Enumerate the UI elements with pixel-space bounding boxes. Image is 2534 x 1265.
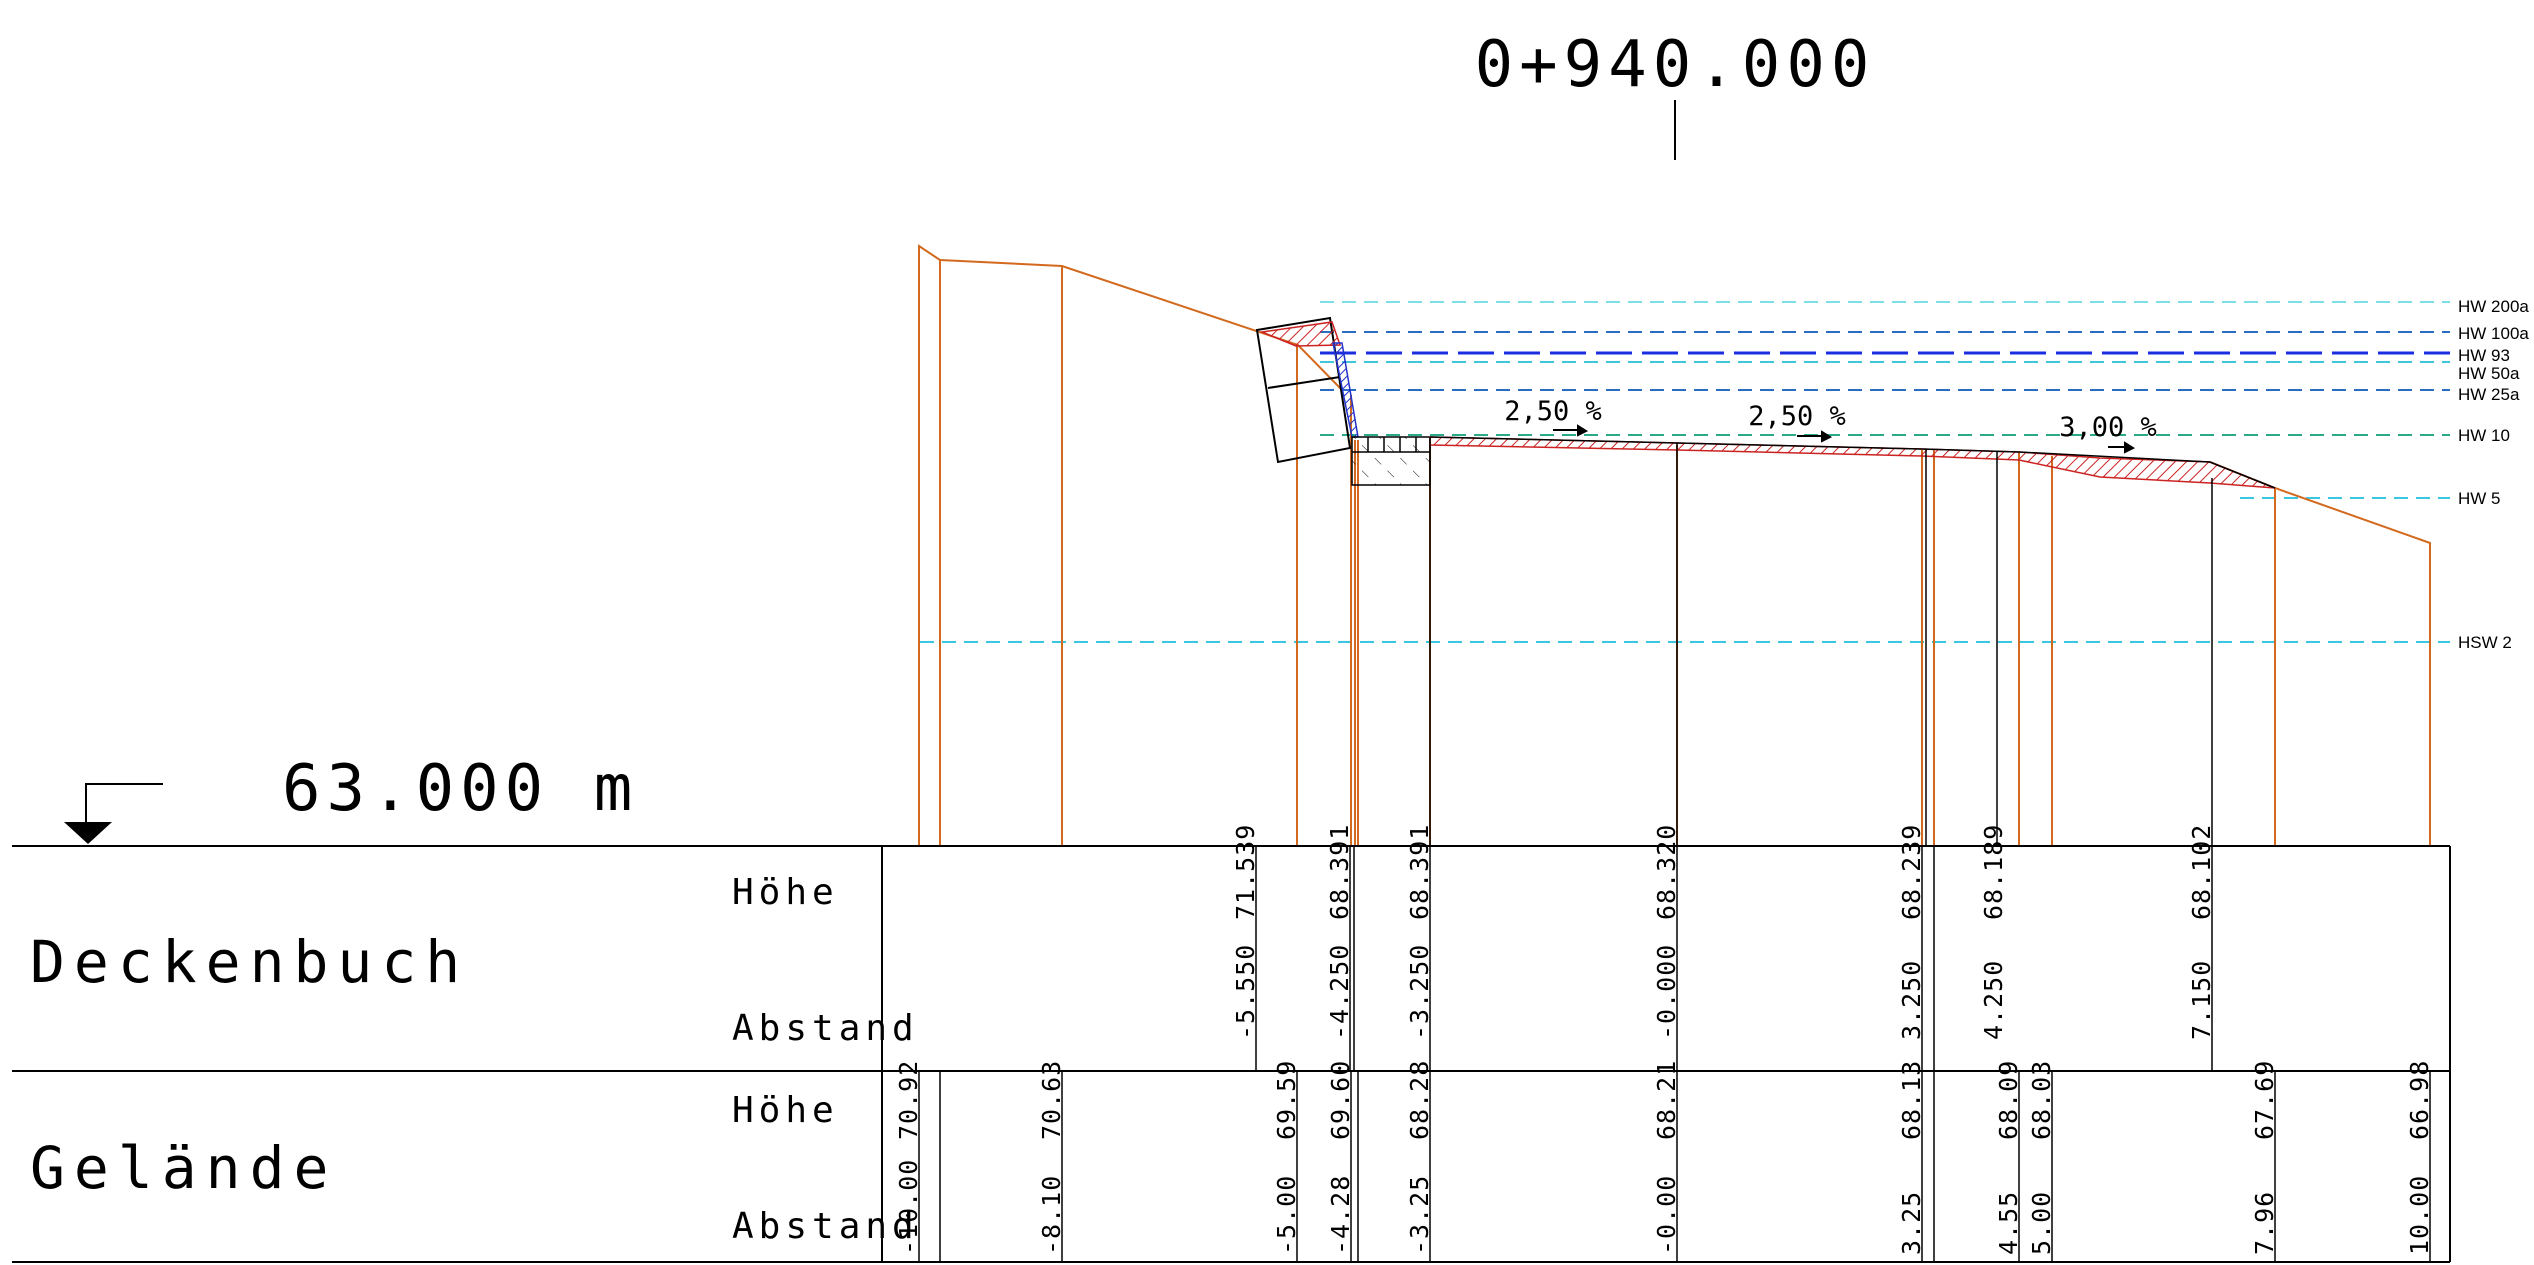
wall-top-hatch [1259, 321, 1342, 347]
slope-arrow-icon [1553, 424, 1589, 437]
water-level-labels: HW 200a HW 100a HW 93 HW 50a HW 25a HW 1… [2458, 297, 2529, 652]
gelaende-abstand-value: 10.00 [2405, 1175, 2434, 1255]
gelaende-hoehe-value: 67.69 [2250, 1060, 2279, 1140]
gelaende-abstand-value: -10.00 [894, 1159, 923, 1255]
water-label-hw93: HW 93 [2458, 346, 2510, 365]
water-label-hw5: HW 5 [2458, 489, 2501, 508]
water-label-hw25a: HW 25a [2458, 385, 2520, 404]
band-title-gelaende: Gelände [30, 1134, 337, 1202]
gelaende-hoehe-value: 68.09 [1994, 1060, 2023, 1140]
gelaende-hoehe-value: 68.21 [1652, 1060, 1681, 1140]
deckenbuch-abstand-value: -4.250 [1325, 944, 1354, 1040]
slope-label-2: 2,50 % [1748, 401, 1846, 432]
deckenbuch-hoehe-value: 71.539 [1231, 824, 1260, 920]
slope-label-1: 2,50 % [1504, 396, 1602, 427]
water-label-hsw2: HSW 2 [2458, 633, 2512, 652]
band-label-abstand: Abstand [732, 1008, 919, 1049]
band-label-hoehe: Höhe [732, 872, 839, 913]
deckenbuch-abstand-value: -5.550 [1231, 944, 1260, 1040]
slope-arrow-icon [1797, 430, 1833, 443]
water-label-hw50a: HW 50a [2458, 364, 2520, 383]
slope-annotations: 2,50 % 2,50 % 3,00 % [1504, 396, 2157, 454]
gelaende-abstand-value: -4.28 [1326, 1175, 1355, 1255]
gelaende-abstand-value: -8.10 [1037, 1175, 1066, 1255]
terrain-right-bank [2209, 461, 2431, 846]
terrain-left-bank [918, 244, 1343, 846]
deckenbuch-abstand-value: -0.000 [1652, 944, 1681, 1040]
deckenbuch-hoehe-value: 68.102 [2187, 824, 2216, 920]
deckenbuch-hoehe-value: 68.320 [1652, 824, 1681, 920]
data-bands [12, 845, 2451, 1263]
gelaende-hoehe-value: 68.13 [1897, 1060, 1926, 1140]
gelaende-hoehe-value: 68.03 [2027, 1060, 2056, 1140]
gelaende-abstand-value: -3.25 [1405, 1175, 1434, 1255]
gelaende-abstand-value: 4.55 [1994, 1191, 2023, 1255]
terrain-profile [918, 244, 2431, 846]
water-label-hw200a: HW 200a [2458, 297, 2529, 316]
water-label-hw100a: HW 100a [2458, 324, 2529, 343]
station-label: 0+940.000 [1475, 28, 1876, 102]
gelaende-hoehe-value: 69.59 [1272, 1060, 1301, 1140]
slope-label-3: 3,00 % [2059, 412, 2157, 443]
band-label-abstand: Abstand [732, 1206, 919, 1247]
deckenbuch-hoehe-value: 68.391 [1325, 824, 1354, 920]
gelaende-abstand-value: -5.00 [1272, 1175, 1301, 1255]
slope-arrow-icon [2108, 441, 2136, 454]
gelaende-hoehe-value: 70.92 [894, 1060, 923, 1140]
gelaende-abstand-value: -0.00 [1652, 1175, 1681, 1255]
curb-block [1351, 436, 1431, 486]
gelaende-hoehe-value: 66.98 [2405, 1060, 2434, 1140]
deckenbuch-hoehe-value: 68.189 [1979, 824, 2008, 920]
gelaende-abstand-value: 7.96 [2250, 1191, 2279, 1255]
datum-level: 63.000 m [282, 752, 638, 826]
deckenbuch-abstand-value: 3.250 [1897, 960, 1926, 1040]
gelaende-hoehe-value: 70.63 [1037, 1060, 1066, 1140]
pavement-layer [1429, 436, 2276, 489]
band-label-hoehe: Höhe [732, 1090, 839, 1131]
design-section [1255, 316, 2276, 846]
gelaende-hoehe-value: 69.60 [1326, 1060, 1355, 1140]
water-levels [920, 301, 2450, 643]
gelaende-abstand-value: 5.00 [2027, 1191, 2056, 1255]
deckenbuch-hoehe-value: 68.391 [1405, 824, 1434, 920]
deckenbuch-hoehe-value: 68.239 [1897, 824, 1926, 920]
band-deckenbuch: Deckenbuch Höhe Abstand 71.539 68.391 68… [30, 824, 2216, 1071]
gelaende-abstand-value: 3.25 [1897, 1191, 1926, 1255]
deckenbuch-abstand-value: -3.250 [1405, 944, 1434, 1040]
deckenbuch-abstand-value: 4.250 [1979, 960, 2008, 1040]
deckenbuch-abstand-value: 7.150 [2187, 960, 2216, 1040]
band-gelaende: Gelände Höhe Abstand 70.92 70.63 69.59 6… [30, 1060, 2434, 1262]
water-label-hw10: HW 10 [2458, 426, 2510, 445]
retaining-wall [1255, 316, 1352, 464]
band-title-deckenbuch: Deckenbuch [30, 928, 469, 996]
datum-marker-icon [64, 783, 163, 844]
gelaende-hoehe-value: 68.28 [1405, 1060, 1434, 1140]
